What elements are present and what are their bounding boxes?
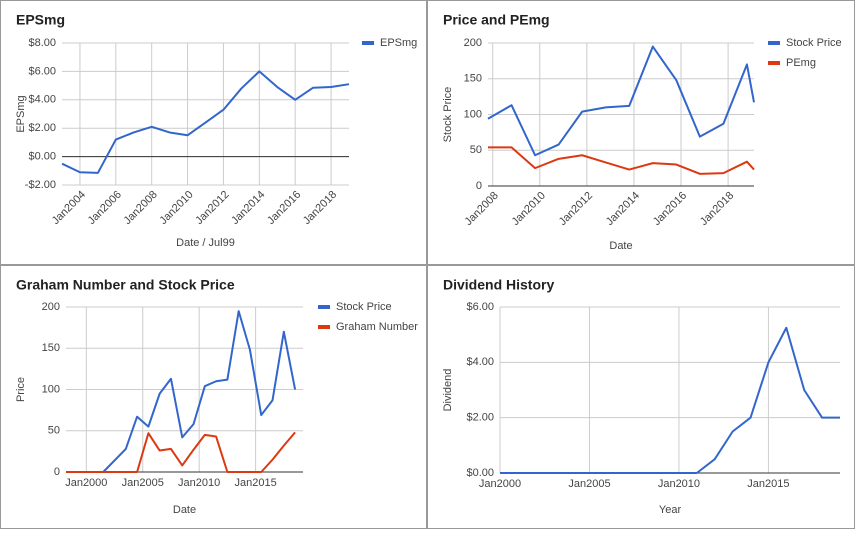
y-tick-label: 50 — [48, 425, 60, 437]
x-tick-label: Jan2016 — [651, 190, 689, 228]
legend-swatch — [768, 61, 780, 65]
x-tick-label: Jan2014 — [604, 190, 642, 228]
x-axis-label: Date — [173, 504, 196, 516]
legend-swatch — [318, 305, 330, 309]
x-tick-label: Jan2018 — [301, 189, 339, 227]
y-tick-label: $2.00 — [28, 122, 56, 134]
y-tick-label: 100 — [464, 108, 482, 120]
legend-label: Graham Number — [336, 321, 418, 333]
x-tick-label: Jan2008 — [122, 189, 160, 227]
chart-title: Dividend History — [443, 277, 554, 293]
y-tick-label: 200 — [42, 301, 60, 313]
y-tick-label: 50 — [470, 144, 482, 156]
panel-border — [0, 0, 427, 265]
y-tick-label: $0.00 — [28, 151, 56, 163]
x-tick-label: Jan2015 — [234, 477, 276, 489]
y-tick-label: 200 — [464, 37, 482, 49]
line-series — [500, 326, 840, 474]
x-tick-label: Jan2000 — [479, 478, 521, 490]
line-series — [488, 146, 755, 175]
y-tick-label: 0 — [476, 180, 482, 192]
y-axis-label: Dividend — [442, 369, 454, 412]
x-tick-label: Jan2014 — [229, 189, 267, 227]
x-tick-label: Jan2005 — [122, 477, 164, 489]
x-tick-label: Jan2000 — [65, 477, 107, 489]
x-tick-label: Jan2004 — [50, 189, 88, 227]
legend-label: PEmg — [786, 57, 816, 69]
panel-border — [0, 265, 427, 529]
legend-label: EPSmg — [380, 37, 417, 49]
x-tick-label: Jan2012 — [557, 190, 595, 228]
chart-title: Price and PEmg — [443, 12, 550, 28]
y-tick-label: $4.00 — [28, 94, 56, 106]
y-tick-label: $6.00 — [466, 301, 494, 313]
x-tick-label: Jan2010 — [510, 190, 548, 228]
x-tick-label: Jan2018 — [698, 190, 736, 228]
x-tick-label: Jan2008 — [463, 190, 501, 228]
panel-border — [427, 0, 855, 265]
x-tick-label: Jan2010 — [178, 477, 220, 489]
y-tick-label: 100 — [42, 383, 60, 395]
x-axis-label: Year — [659, 504, 682, 516]
line-series — [66, 310, 297, 473]
chart-title: Graham Number and Stock Price — [16, 277, 235, 293]
x-tick-label: Jan2005 — [568, 478, 610, 490]
chart-title: EPSmg — [16, 12, 65, 28]
x-tick-label: Jan2012 — [193, 189, 231, 227]
panel-border — [427, 265, 855, 529]
x-tick-label: Jan2006 — [86, 189, 124, 227]
y-tick-label: 0 — [54, 466, 60, 478]
y-tick-label: $6.00 — [28, 65, 56, 77]
legend-label: Stock Price — [336, 301, 392, 313]
x-tick-label: Jan2010 — [658, 478, 700, 490]
legend-swatch — [318, 325, 330, 329]
y-axis-label: EPSmg — [15, 95, 27, 132]
legend-swatch — [362, 41, 374, 45]
y-tick-label: $2.00 — [466, 412, 494, 424]
legend-label: Stock Price — [786, 37, 842, 49]
y-tick-label: -$2.00 — [25, 179, 56, 191]
y-tick-label: $8.00 — [28, 37, 56, 49]
y-tick-label: 150 — [42, 342, 60, 354]
x-tick-label: Jan2015 — [747, 478, 789, 490]
y-tick-label: $4.00 — [466, 356, 494, 368]
y-axis-label: Stock Price — [442, 87, 454, 143]
line-series — [487, 45, 755, 157]
x-axis-label: Date / Jul99 — [176, 237, 235, 249]
y-axis-label: Price — [15, 377, 27, 402]
x-tick-label: Jan2016 — [265, 189, 303, 227]
line-series — [66, 431, 296, 473]
x-tick-label: Jan2010 — [157, 189, 195, 227]
y-tick-label: $0.00 — [466, 467, 494, 479]
x-axis-label: Date — [609, 240, 632, 252]
legend-swatch — [768, 41, 780, 45]
y-tick-label: 150 — [464, 73, 482, 85]
line-series — [61, 70, 350, 174]
